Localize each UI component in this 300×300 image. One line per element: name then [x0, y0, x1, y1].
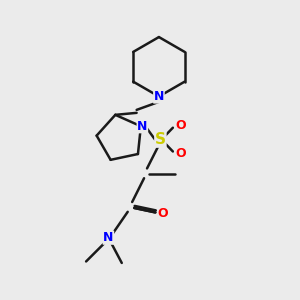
Text: N: N: [103, 231, 114, 244]
Text: O: O: [175, 119, 186, 132]
Text: S: S: [155, 132, 166, 147]
Text: N: N: [137, 120, 148, 133]
Text: O: O: [175, 147, 186, 161]
Text: O: O: [158, 207, 168, 220]
Text: N: N: [154, 90, 164, 103]
